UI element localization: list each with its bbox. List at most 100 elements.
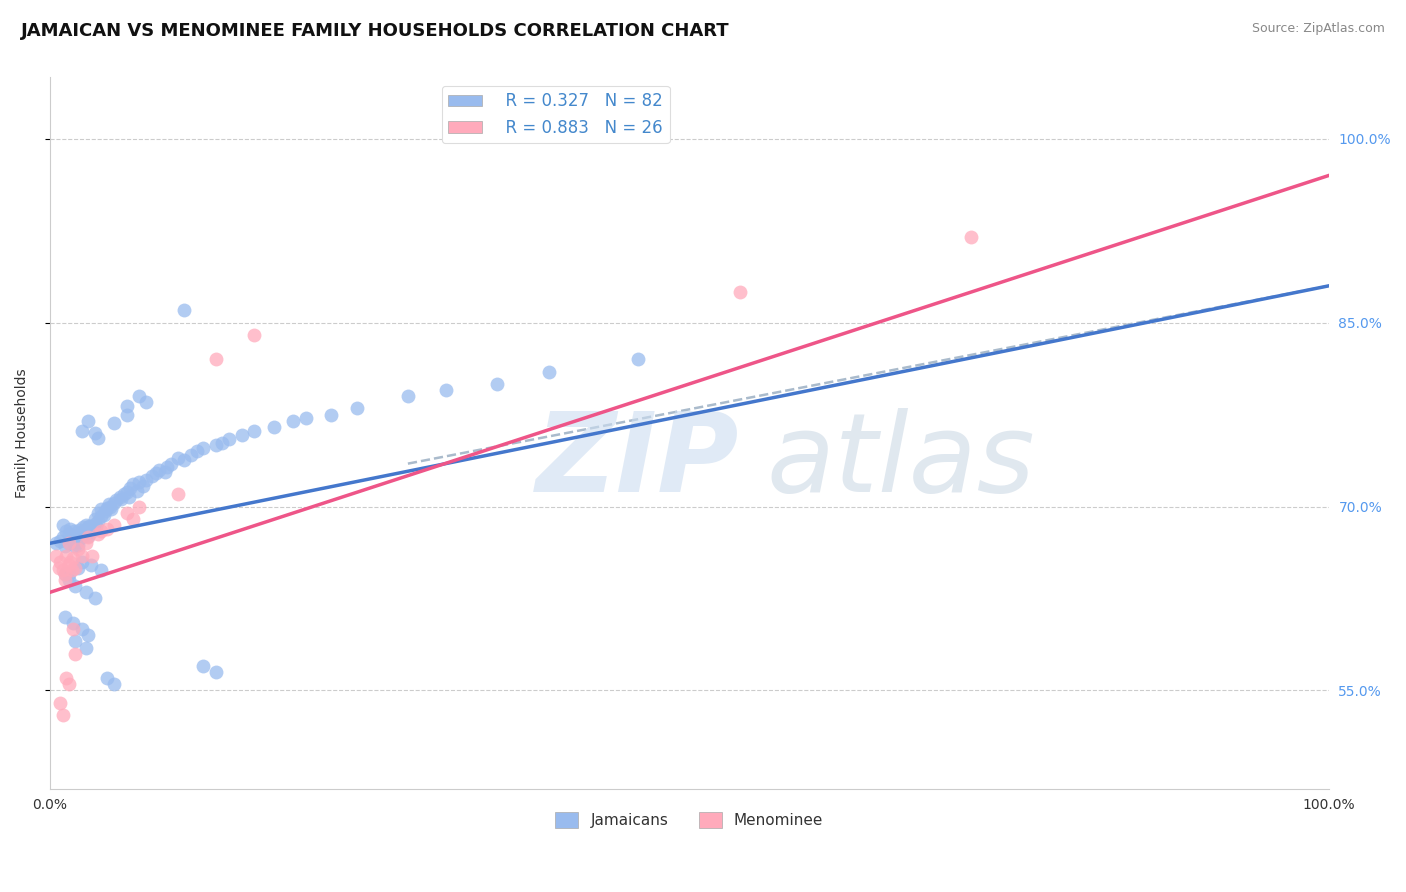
Point — [75, 640, 97, 655]
Point — [205, 438, 228, 452]
Point — [730, 285, 752, 299]
Point — [52, 517, 75, 532]
Point — [58, 526, 80, 541]
Point — [70, 525, 93, 540]
Point — [70, 555, 93, 569]
Point — [77, 520, 100, 534]
Point — [128, 475, 150, 489]
Point — [263, 420, 285, 434]
Point — [211, 435, 233, 450]
Point — [65, 647, 87, 661]
Point — [537, 365, 560, 379]
Text: ZIP: ZIP — [536, 408, 740, 515]
Point — [49, 696, 72, 710]
Point — [218, 432, 240, 446]
Point — [125, 483, 148, 498]
Point — [87, 431, 110, 445]
Point — [79, 519, 101, 533]
Point — [115, 399, 138, 413]
Point — [115, 408, 138, 422]
Point — [58, 677, 80, 691]
Point — [186, 444, 208, 458]
Point — [148, 463, 170, 477]
Point — [627, 352, 650, 367]
Point — [48, 561, 70, 575]
Legend: Jamaicans, Menominee: Jamaicans, Menominee — [550, 806, 830, 834]
Point — [205, 352, 228, 367]
Point — [58, 558, 80, 573]
Point — [84, 519, 107, 533]
Point — [128, 389, 150, 403]
Point — [75, 536, 97, 550]
Point — [141, 469, 163, 483]
Point — [90, 524, 112, 538]
Point — [173, 453, 195, 467]
Point — [118, 490, 141, 504]
Point — [59, 522, 82, 536]
Point — [96, 500, 118, 515]
Point — [65, 579, 87, 593]
Point — [59, 555, 82, 569]
Point — [53, 566, 76, 581]
Point — [70, 424, 93, 438]
Point — [66, 533, 89, 547]
Point — [97, 497, 120, 511]
Point — [193, 659, 215, 673]
Point — [115, 506, 138, 520]
Point — [166, 487, 188, 501]
Point — [58, 536, 80, 550]
Point — [80, 525, 103, 540]
Point — [65, 539, 87, 553]
Point — [53, 539, 76, 553]
Point — [55, 671, 77, 685]
Point — [96, 671, 118, 685]
Point — [959, 229, 981, 244]
Point — [87, 514, 110, 528]
Point — [100, 502, 122, 516]
Point — [83, 516, 105, 531]
Point — [53, 573, 76, 587]
Point — [193, 441, 215, 455]
Point — [80, 549, 103, 563]
Point — [45, 549, 67, 563]
Point — [112, 487, 135, 501]
Point — [110, 492, 132, 507]
Point — [52, 708, 75, 723]
Point — [62, 529, 84, 543]
Point — [58, 573, 80, 587]
Point — [83, 591, 105, 606]
Point — [87, 526, 110, 541]
Point — [160, 457, 183, 471]
Point — [77, 529, 100, 543]
Point — [122, 512, 145, 526]
Point — [396, 389, 419, 403]
Point — [60, 563, 83, 577]
Point — [63, 524, 86, 538]
Point — [321, 408, 343, 422]
Point — [145, 467, 167, 481]
Point — [156, 460, 179, 475]
Point — [108, 490, 131, 504]
Point — [70, 549, 93, 563]
Point — [486, 376, 509, 391]
Point — [98, 500, 121, 514]
Point — [75, 585, 97, 599]
Point — [65, 561, 87, 575]
Point — [243, 327, 266, 342]
Point — [205, 665, 228, 679]
Point — [52, 530, 75, 544]
Text: Source: ZipAtlas.com: Source: ZipAtlas.com — [1251, 22, 1385, 36]
Point — [103, 517, 125, 532]
Point — [179, 448, 201, 462]
Point — [173, 303, 195, 318]
Point — [120, 481, 142, 495]
Point — [62, 622, 84, 636]
Point — [243, 424, 266, 438]
Point — [281, 414, 304, 428]
Point — [49, 555, 72, 569]
Point — [80, 522, 103, 536]
Y-axis label: Family Households: Family Households — [15, 368, 30, 498]
Point — [90, 509, 112, 524]
Point — [55, 549, 77, 563]
Point — [70, 622, 93, 636]
